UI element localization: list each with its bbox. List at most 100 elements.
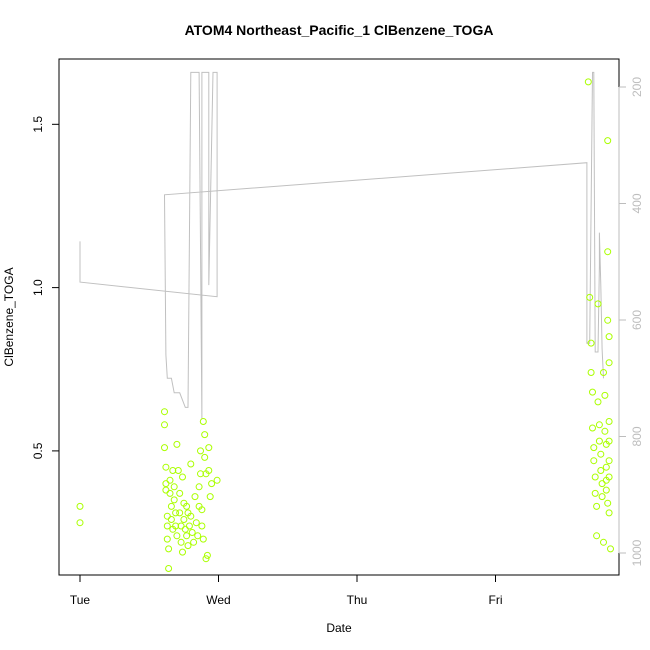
data-point xyxy=(161,408,168,416)
data-point xyxy=(174,467,182,474)
data-point xyxy=(605,333,613,341)
data-point xyxy=(605,509,613,517)
data-point xyxy=(161,444,168,452)
data-point xyxy=(197,447,204,455)
data-point xyxy=(594,398,602,406)
data-point xyxy=(166,476,174,484)
data-point xyxy=(605,359,613,367)
data-point xyxy=(595,437,603,445)
data-point xyxy=(593,502,601,510)
x-tick-label: Fri xyxy=(489,593,503,607)
data-point xyxy=(607,545,614,553)
data-point xyxy=(76,502,84,510)
data-point xyxy=(601,391,609,399)
data-point xyxy=(188,529,196,536)
data-point xyxy=(177,522,185,530)
data-point xyxy=(172,509,180,517)
data-point xyxy=(593,532,601,540)
data-point xyxy=(604,499,612,507)
data-point xyxy=(163,512,171,520)
data-point xyxy=(176,509,184,517)
x-axis: Tue Wed Thu Fri xyxy=(70,574,503,607)
data-point xyxy=(584,78,592,86)
x-tick-label: Thu xyxy=(347,593,368,607)
data-point xyxy=(597,450,605,458)
x-tick-label: Wed xyxy=(206,593,230,607)
data-point xyxy=(201,453,209,461)
data-point xyxy=(194,532,202,540)
data-point xyxy=(206,493,214,501)
data-point xyxy=(203,551,211,559)
y-tick-label: 1.5 xyxy=(31,116,45,133)
data-point xyxy=(205,467,213,474)
right-tick-label: 400 xyxy=(630,193,644,213)
line-series xyxy=(79,71,604,420)
data-point xyxy=(600,538,607,546)
data-point xyxy=(202,555,210,563)
data-point xyxy=(179,548,186,556)
data-point xyxy=(602,486,610,494)
data-point xyxy=(162,486,170,494)
x-axis-title: Date xyxy=(326,621,352,635)
data-point xyxy=(598,493,606,501)
data-point xyxy=(184,542,192,550)
data-point xyxy=(208,480,216,488)
data-point xyxy=(590,444,598,452)
data-point xyxy=(589,388,596,396)
data-point xyxy=(185,522,193,530)
data-point xyxy=(192,519,200,527)
data-point xyxy=(605,437,613,445)
data-point xyxy=(587,369,595,376)
data-point xyxy=(198,506,206,514)
data-point xyxy=(589,424,596,432)
data-point xyxy=(591,473,599,481)
plot-frame xyxy=(58,58,620,576)
data-point xyxy=(167,502,175,510)
data-point xyxy=(173,532,181,540)
data-point xyxy=(597,467,605,474)
data-point xyxy=(586,293,594,301)
data-point xyxy=(602,463,610,471)
point-series xyxy=(76,78,614,572)
data-point xyxy=(170,496,178,504)
data-point xyxy=(598,480,606,488)
line-path xyxy=(79,71,604,420)
data-point xyxy=(604,316,612,324)
y-axis-title: ClBenzene_TOGA xyxy=(2,267,16,366)
y-tick-label: 1.0 xyxy=(31,279,45,296)
data-point xyxy=(605,418,613,425)
data-point xyxy=(605,473,613,481)
data-point xyxy=(165,565,173,572)
data-point xyxy=(594,300,602,308)
data-point xyxy=(167,516,175,523)
data-point xyxy=(180,516,188,523)
data-point xyxy=(604,248,612,256)
right-tick-label: 1000 xyxy=(630,539,644,566)
data-point xyxy=(213,476,221,484)
data-point xyxy=(199,535,207,543)
data-point xyxy=(183,532,191,540)
data-point xyxy=(179,473,186,481)
data-point xyxy=(173,440,181,448)
data-point xyxy=(195,483,203,491)
right-tick-label: 200 xyxy=(630,77,644,97)
data-point xyxy=(163,522,171,530)
data-point xyxy=(187,512,195,520)
y-tick-label: 0.5 xyxy=(31,442,45,459)
data-point xyxy=(590,457,598,465)
right-axis: 200 400 600 800 1000 xyxy=(618,77,644,566)
data-point xyxy=(595,421,603,429)
data-point xyxy=(166,489,174,497)
data-point xyxy=(600,369,607,376)
data-point xyxy=(165,545,173,553)
right-tick-label: 800 xyxy=(630,426,644,446)
y-axis: 0.5 1.0 1.5 xyxy=(31,116,60,459)
data-point xyxy=(191,493,199,501)
data-point xyxy=(177,538,185,546)
data-point xyxy=(198,522,206,530)
chart-title: ATOM4 Northeast_Pacific_1 ClBenzene_TOGA xyxy=(185,22,494,38)
data-point xyxy=(170,483,178,491)
data-point xyxy=(162,480,170,488)
data-point xyxy=(183,502,191,510)
data-point xyxy=(601,427,609,435)
